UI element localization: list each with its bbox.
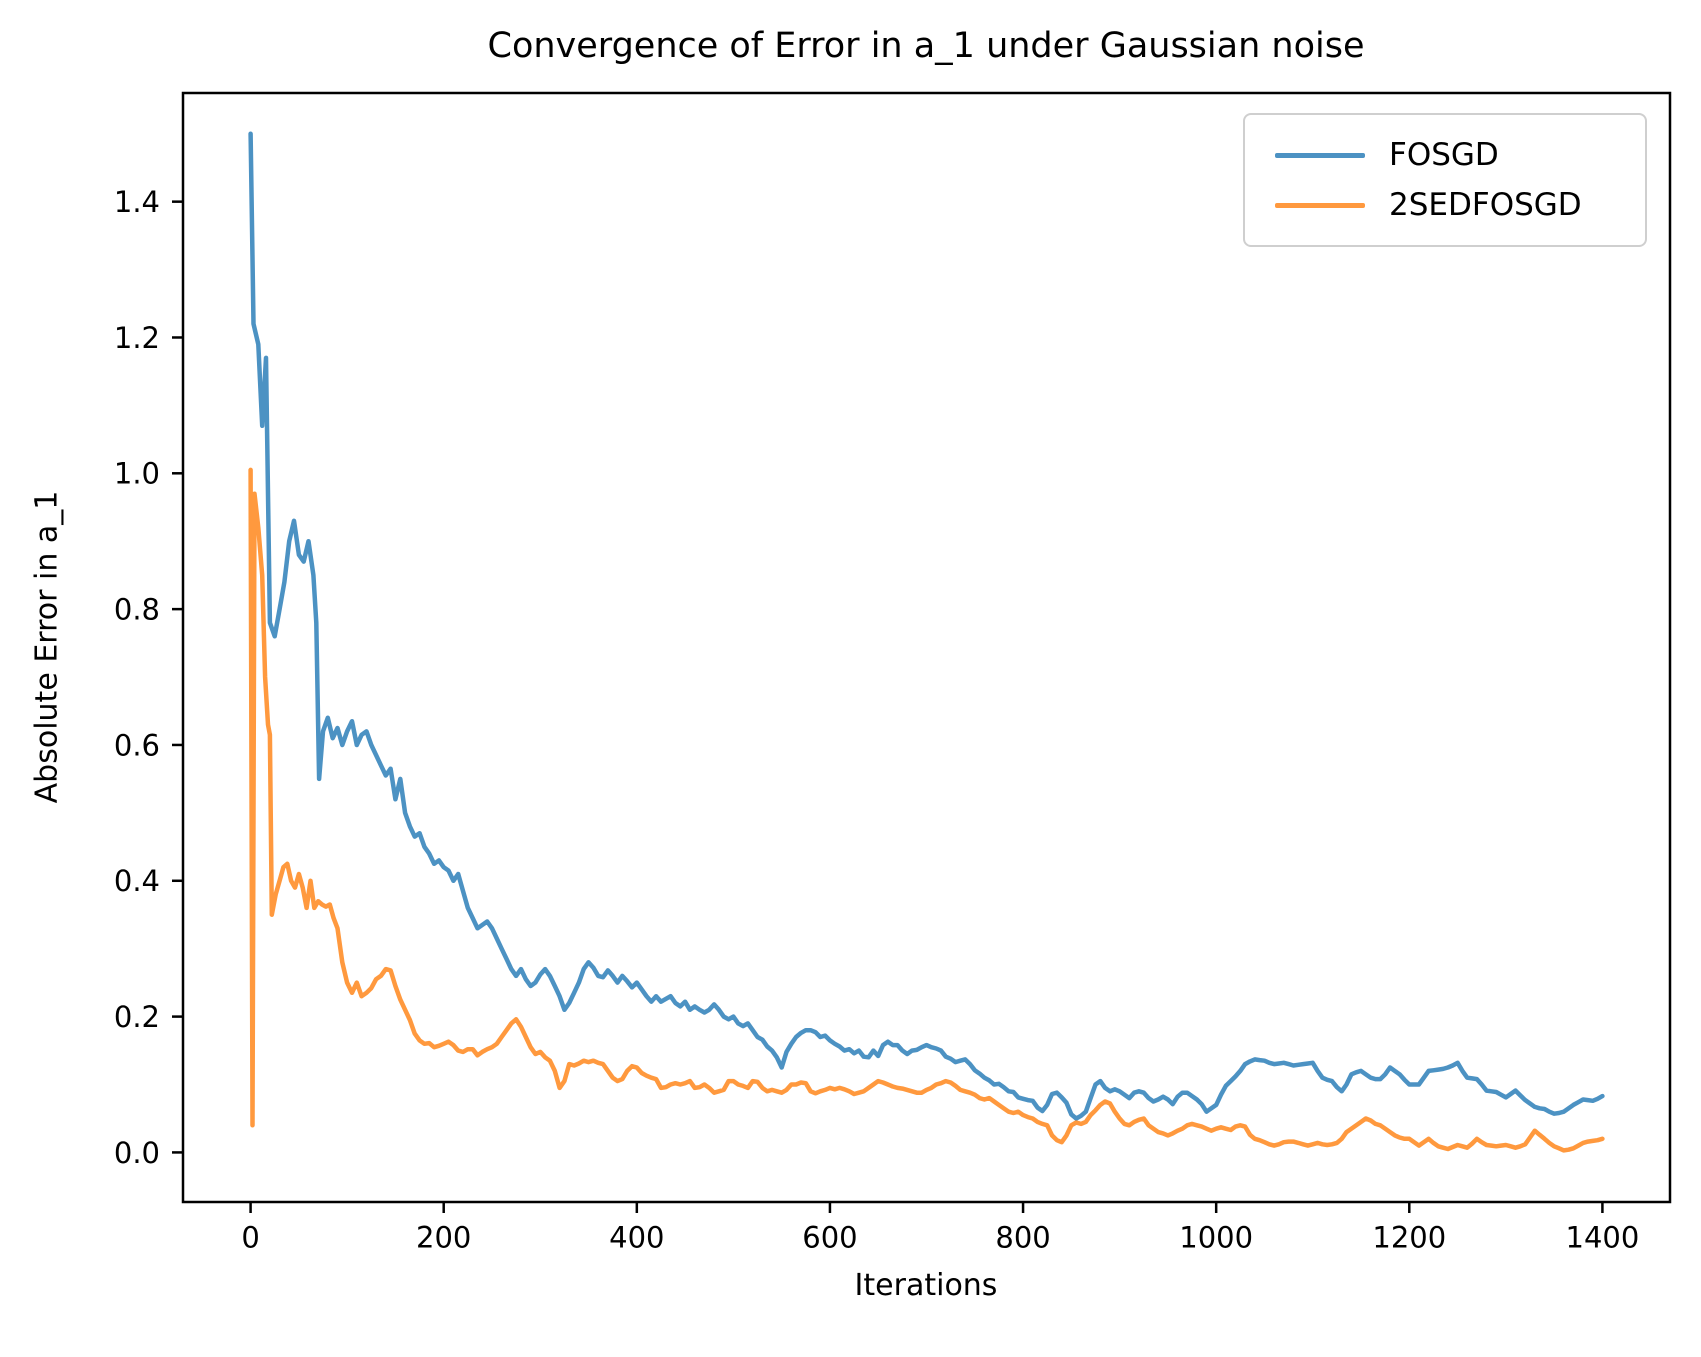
x-tick-label: 600 — [802, 1221, 857, 1255]
x-tick-label: 400 — [609, 1221, 664, 1255]
y-tick-label: 1.2 — [114, 321, 160, 355]
y-tick-label: 0.2 — [114, 1000, 160, 1034]
chart-title: Convergence of Error in a_1 under Gaussi… — [487, 26, 1365, 66]
legend-item-2sedfosgd: 2SEDFOSGD — [1275, 187, 1645, 223]
plot-spines — [181, 91, 1672, 1204]
series-line-2sedfosgd — [248, 467, 1605, 1153]
y-tick-label: 0.0 — [114, 1136, 160, 1170]
series-line-fosgd — [248, 131, 1605, 1121]
y-tick-label: 1.0 — [114, 457, 160, 491]
legend-item-fosgd: FOSGD — [1275, 137, 1645, 173]
y-tick-label: 0.6 — [114, 728, 160, 762]
y-tick-label: 0.4 — [114, 864, 160, 898]
legend: FOSGD 2SEDFOSGD — [1243, 113, 1647, 247]
legend-line-swatch — [1275, 202, 1365, 208]
x-tick-label: 800 — [995, 1221, 1050, 1255]
legend-line-swatch — [1275, 152, 1365, 158]
x-tick-label: 1200 — [1372, 1221, 1446, 1255]
x-tick-label: 0 — [241, 1221, 259, 1255]
x-tick-label: 200 — [416, 1221, 471, 1255]
y-axis-label: Absolute Error in a_1 — [29, 490, 65, 804]
x-axis-label: Iterations — [854, 1268, 998, 1303]
legend-label: 2SEDFOSGD — [1389, 187, 1582, 223]
x-tick-label: 1000 — [1179, 1221, 1253, 1255]
x-tick-label: 1400 — [1566, 1221, 1640, 1255]
y-tick-label: 1.4 — [114, 185, 160, 219]
legend-label: FOSGD — [1389, 137, 1499, 173]
y-tick-label: 0.8 — [114, 593, 160, 627]
